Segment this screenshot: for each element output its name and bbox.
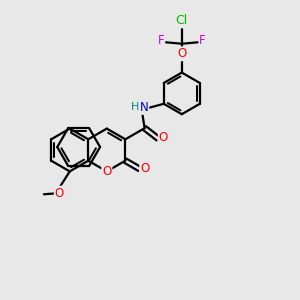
Text: O: O: [140, 162, 149, 176]
Text: Cl: Cl: [176, 14, 188, 27]
Text: F: F: [199, 34, 206, 47]
Text: O: O: [159, 130, 168, 144]
Text: F: F: [158, 34, 164, 47]
Text: O: O: [55, 187, 64, 200]
Text: N: N: [140, 101, 148, 114]
Text: O: O: [102, 165, 111, 178]
Text: H: H: [131, 102, 139, 112]
Text: O: O: [177, 47, 186, 60]
